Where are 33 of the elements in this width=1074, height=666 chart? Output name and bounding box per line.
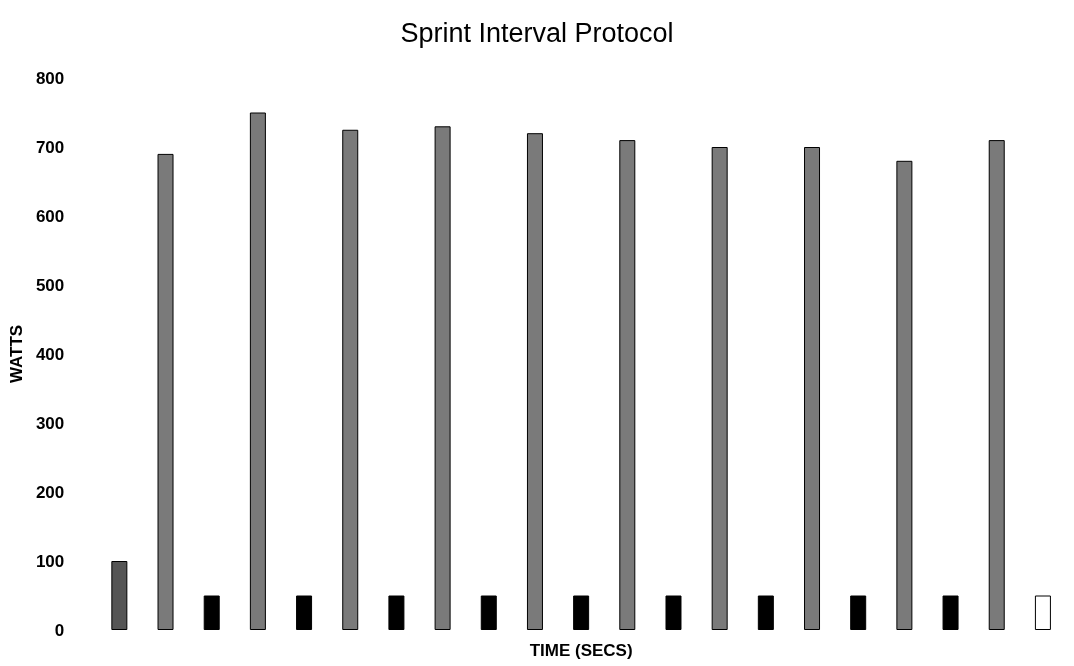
bar [296, 595, 313, 630]
bar [988, 140, 1005, 630]
bar [203, 595, 220, 630]
y-tick-label: 600 [35, 206, 65, 226]
bar [342, 129, 359, 630]
y-tick-label: 100 [35, 551, 65, 571]
y-tick-label: 200 [35, 482, 65, 502]
bar [804, 147, 821, 630]
bar [157, 153, 174, 630]
bar [850, 595, 867, 630]
bar [711, 147, 728, 630]
y-tick-label: 400 [35, 344, 65, 364]
bar [757, 595, 774, 630]
x-axis-title: TIME (SECS) [529, 641, 633, 660]
y-tick-label: 500 [35, 275, 65, 295]
bar [573, 595, 590, 630]
bar [665, 595, 682, 630]
y-tick-label: 700 [35, 137, 65, 157]
y-tick-label: 800 [35, 68, 65, 88]
bar [249, 112, 266, 630]
chart-title: Sprint Interval Protocol [400, 17, 674, 48]
bar [896, 160, 913, 630]
bar [434, 126, 451, 630]
bar [111, 561, 128, 630]
bar [942, 595, 959, 630]
bar [619, 140, 636, 630]
y-axis-title: WATTS [7, 324, 26, 384]
y-tick-label: 300 [35, 413, 65, 433]
bar [388, 595, 405, 630]
bar [526, 133, 543, 630]
bar [480, 595, 497, 630]
bar [1034, 595, 1051, 630]
y-tick-label: 0 [54, 620, 65, 640]
